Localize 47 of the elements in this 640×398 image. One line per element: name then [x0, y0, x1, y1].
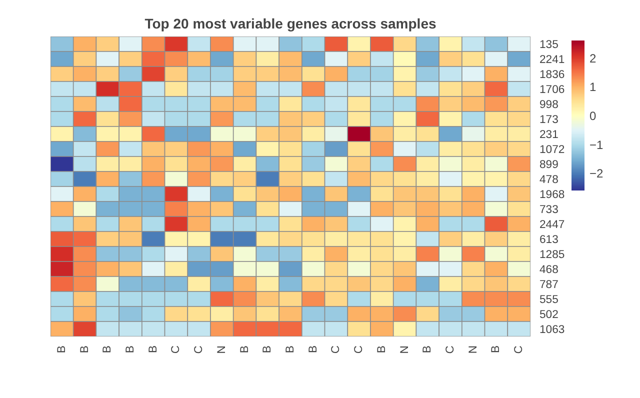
y-tick-label: 173: [540, 114, 558, 126]
x-tick-label: C: [170, 345, 182, 354]
color-bar-label: −1: [590, 138, 604, 152]
y-tick-label: 2241: [540, 54, 565, 66]
y-tick-label: 1706: [540, 84, 565, 96]
x-tick-label: B: [262, 345, 274, 354]
x-tick-label: B: [422, 345, 434, 354]
x-tick-label: N: [467, 345, 480, 354]
y-tick-label: 787: [540, 279, 558, 291]
y-tick-label: 231: [540, 129, 558, 141]
y-tick-label: 468: [540, 264, 558, 276]
x-tick-label: B: [307, 345, 320, 354]
x-tick-label: B: [56, 345, 68, 354]
y-tick-label: 1063: [540, 324, 565, 336]
x-tick-label: C: [353, 345, 366, 354]
x-tick-label: C: [330, 345, 342, 354]
y-tick-label: 135: [540, 39, 558, 51]
y-tick-label: 733: [540, 204, 558, 216]
y-tick-label: 1968: [540, 189, 565, 201]
y-tick-label: 478: [540, 174, 558, 186]
y-tick-label: 613: [540, 234, 558, 246]
x-tick-label: N: [216, 345, 228, 354]
y-tick-label: 1836: [540, 69, 565, 81]
color-bar-label: 1: [590, 80, 596, 94]
y-tick-label: 1072: [540, 144, 565, 156]
x-tick-label: B: [238, 345, 251, 354]
color-bar-label: 0: [590, 109, 596, 123]
x-tick-label: B: [78, 345, 91, 354]
chart-title: Top 20 most variable genes across samples: [144, 16, 436, 32]
y-tick-label: 998: [540, 99, 558, 111]
x-tick-label: B: [102, 345, 114, 354]
y-tick-label: 1285: [540, 249, 565, 261]
x-tick-label: B: [284, 345, 296, 354]
x-tick-label: B: [147, 345, 160, 354]
y-tick-label: 2447: [540, 219, 565, 231]
y-tick-label: 555: [540, 294, 558, 306]
color-bar-label: −2: [590, 166, 604, 181]
x-tick-label: C: [193, 345, 206, 354]
x-tick-label: C: [513, 345, 526, 354]
color-bar-label: 2: [590, 51, 596, 66]
y-tick-label: 502: [540, 309, 558, 321]
x-tick-label: B: [490, 345, 502, 354]
x-tick-label: C: [444, 345, 456, 354]
x-tick-label: B: [376, 345, 388, 354]
x-tick-label: B: [124, 345, 136, 354]
x-tick-label: N: [398, 345, 411, 354]
y-tick-label: 899: [540, 159, 558, 171]
